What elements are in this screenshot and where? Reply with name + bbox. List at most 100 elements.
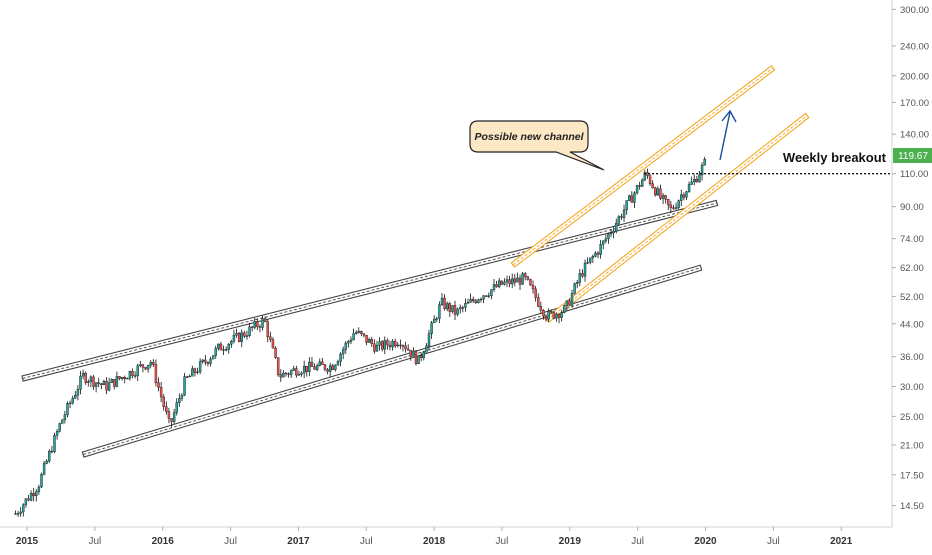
candle <box>685 190 688 200</box>
candle-body <box>472 298 475 302</box>
y-tick: 170.00 <box>892 98 929 109</box>
candle-body <box>97 382 100 384</box>
candle-body <box>256 321 259 327</box>
candle-body <box>24 498 28 506</box>
candle-body <box>214 348 217 356</box>
y-tick-label: 90.00 <box>900 202 924 213</box>
candle <box>591 254 595 263</box>
candle-body <box>139 364 142 366</box>
y-tick: 14.50 <box>892 501 924 512</box>
candle-body <box>198 361 202 373</box>
candle <box>555 312 558 322</box>
candle <box>485 295 488 298</box>
candle-body <box>547 311 550 320</box>
candle <box>165 401 168 415</box>
candle-body <box>458 307 462 310</box>
candle <box>367 337 371 343</box>
candle-body <box>365 335 368 343</box>
candle <box>334 364 337 372</box>
last-price-background <box>893 148 932 163</box>
candle-body <box>526 276 530 280</box>
candle-body <box>581 273 584 277</box>
candle <box>615 218 618 234</box>
candle-body <box>89 376 93 382</box>
candle <box>84 371 87 385</box>
candle-body <box>511 278 514 285</box>
candle-body <box>393 340 397 347</box>
candle-body <box>178 398 181 403</box>
candle-body <box>84 372 87 383</box>
x-tick: Jul <box>88 527 101 547</box>
candle <box>144 366 147 371</box>
candle <box>180 393 184 402</box>
candle <box>326 368 329 375</box>
candle-body <box>144 367 147 370</box>
candle-body <box>123 377 126 379</box>
candle <box>648 174 652 186</box>
candle <box>534 285 537 302</box>
candle <box>453 300 457 321</box>
candle-body <box>557 313 561 318</box>
candle <box>339 352 342 367</box>
candle-body <box>563 305 566 313</box>
candle <box>500 280 504 286</box>
y-tick: 300.00 <box>892 5 929 16</box>
y-tick: 110.00 <box>892 169 928 180</box>
candle-body <box>245 335 249 337</box>
candle-body <box>165 406 168 412</box>
candle <box>508 275 511 288</box>
candle-body <box>326 369 329 372</box>
candle-body <box>531 284 535 290</box>
candle <box>414 349 418 366</box>
candle-body <box>274 347 277 358</box>
candle-body <box>609 232 613 235</box>
candle <box>133 371 137 379</box>
candle-body <box>378 341 381 346</box>
candle <box>175 398 178 416</box>
candle-body <box>453 305 457 315</box>
candle-body <box>258 326 262 328</box>
candle-body <box>287 373 290 375</box>
candle-body <box>438 304 441 319</box>
candle-body <box>352 333 355 341</box>
candle <box>404 341 407 353</box>
candle <box>703 156 706 166</box>
candle <box>563 304 566 314</box>
candle <box>105 377 108 395</box>
candle-body <box>172 412 176 422</box>
candle <box>552 311 556 320</box>
candle <box>393 338 397 349</box>
candle <box>214 345 217 359</box>
candle-body <box>461 307 465 309</box>
candle-body <box>58 423 61 432</box>
candle-body <box>445 303 449 310</box>
candle-body <box>354 332 358 334</box>
candle-body <box>266 321 269 338</box>
candle-body <box>347 341 350 344</box>
candle <box>659 184 662 200</box>
candle-body <box>401 345 405 347</box>
candle <box>344 341 347 354</box>
candle-body <box>146 364 150 370</box>
y-tick-label: 74.00 <box>900 234 924 245</box>
candle-body <box>81 372 85 377</box>
candle-body <box>339 353 342 362</box>
candle-body <box>641 179 644 187</box>
candle <box>674 202 678 210</box>
candle <box>235 328 238 338</box>
candle <box>607 232 610 244</box>
candle-body <box>16 513 20 515</box>
candle <box>573 282 576 295</box>
y-tick-label: 17.50 <box>900 470 924 481</box>
candle-body <box>344 342 347 350</box>
candle-body <box>185 376 189 378</box>
candle-body <box>107 382 111 391</box>
candle-body <box>367 339 371 343</box>
y-tick: 140.00 <box>892 130 929 141</box>
candle <box>430 320 433 339</box>
candle-body <box>685 191 688 198</box>
candle-body <box>612 230 615 234</box>
candle-body <box>349 339 353 342</box>
candle-body <box>297 374 301 376</box>
candle <box>682 192 686 201</box>
